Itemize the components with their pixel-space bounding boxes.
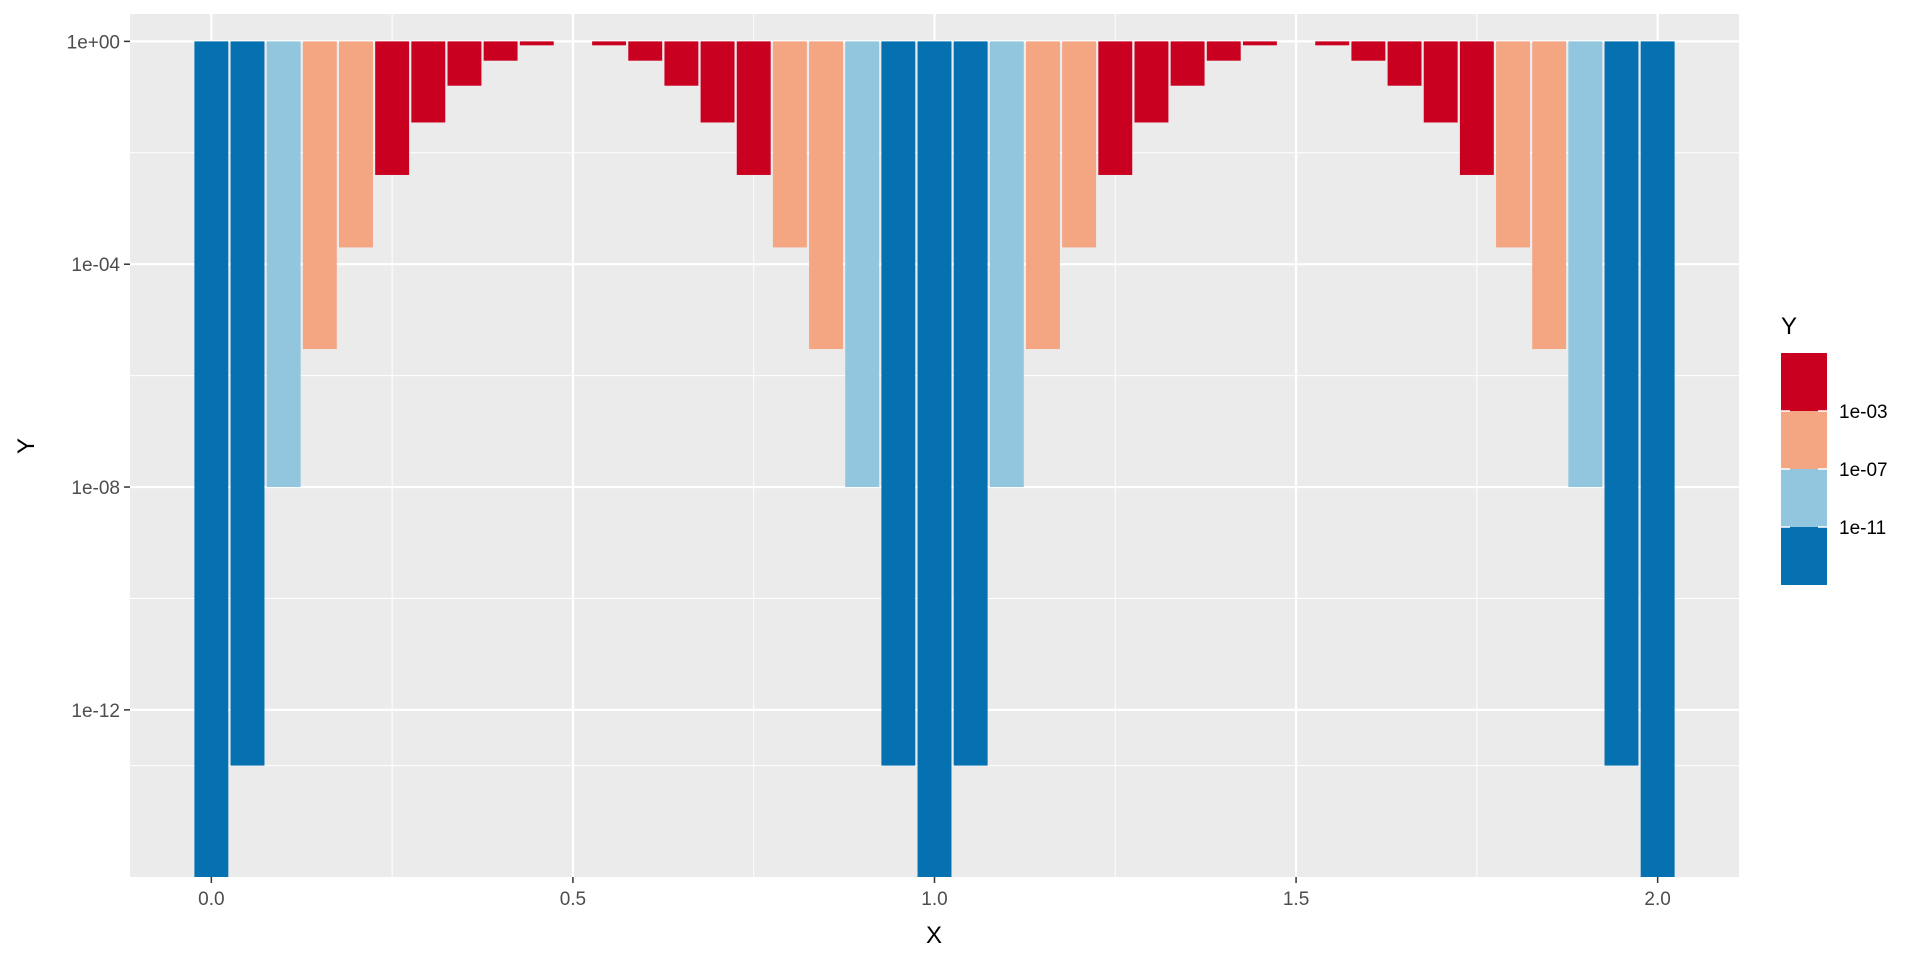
- bar: [1459, 41, 1494, 175]
- legend-color-key: [1781, 469, 1827, 527]
- bar: [483, 41, 518, 61]
- legend-keys: 1e-03 1e-07 1e-11: [1781, 353, 1888, 585]
- bar: [194, 41, 229, 878]
- bar: [809, 41, 843, 350]
- legend-label: 1e-11: [1839, 518, 1886, 539]
- bar: [1496, 41, 1530, 248]
- bar: [845, 41, 880, 488]
- y-tick-label: 1e+00: [67, 32, 120, 53]
- bar: [1206, 41, 1241, 61]
- bar: [1170, 41, 1205, 86]
- bar: [736, 41, 771, 175]
- x-axis: 0.0 0.5 1.0 1.5 2.0: [198, 877, 1671, 910]
- x-tick-label: 1.5: [1283, 889, 1309, 910]
- legend-color-key: [1781, 353, 1827, 411]
- bars-layer: [194, 41, 1675, 878]
- x-tick-label: 1.0: [921, 889, 947, 910]
- bar: [881, 41, 916, 766]
- y-tick-label: 1e-04: [71, 255, 120, 276]
- bar: [592, 41, 627, 46]
- y-axis: 1e+00 1e-04 1e-08 1e-12: [67, 32, 130, 722]
- bar: [411, 41, 446, 123]
- bar: [1026, 41, 1060, 350]
- bar: [917, 41, 952, 878]
- legend-color-key: [1781, 527, 1827, 585]
- x-axis-title: X: [926, 922, 942, 949]
- bar: [700, 41, 735, 123]
- bar: [1387, 41, 1422, 86]
- bar: [339, 41, 373, 248]
- bar: [1098, 41, 1133, 175]
- bar: [989, 41, 1024, 488]
- legend-color-key: [1781, 411, 1827, 469]
- bar: [1351, 41, 1386, 61]
- legend-label: 1e-03: [1839, 402, 1888, 423]
- bar: [302, 41, 337, 350]
- bar: [1062, 41, 1097, 248]
- bar: [1315, 41, 1350, 46]
- y-axis-title: Y: [13, 438, 40, 454]
- bar: [1640, 41, 1675, 878]
- bar: [953, 41, 988, 766]
- y-tick-label: 1e-08: [71, 478, 120, 499]
- legend: Y 1e-03 1e-07 1e-11: [1781, 313, 1888, 585]
- legend-title: Y: [1781, 313, 1797, 340]
- bar: [1604, 41, 1639, 766]
- x-tick-label: 0.5: [560, 889, 586, 910]
- bar: [1423, 41, 1458, 123]
- bar: [266, 41, 301, 488]
- bar: [1134, 41, 1169, 123]
- bar: [628, 41, 663, 61]
- bar: [1242, 41, 1277, 46]
- bar: [664, 41, 699, 86]
- x-tick-label: 0.0: [198, 889, 224, 910]
- y-tick-label: 1e-12: [71, 701, 120, 722]
- bar: [1568, 41, 1603, 488]
- bar: [1532, 41, 1567, 350]
- bar: [375, 41, 410, 175]
- legend-label: 1e-07: [1839, 460, 1888, 481]
- bar: [519, 41, 554, 46]
- x-tick-label: 2.0: [1644, 889, 1670, 910]
- bar: [230, 41, 265, 766]
- bar: [447, 41, 482, 86]
- bar: [772, 41, 807, 248]
